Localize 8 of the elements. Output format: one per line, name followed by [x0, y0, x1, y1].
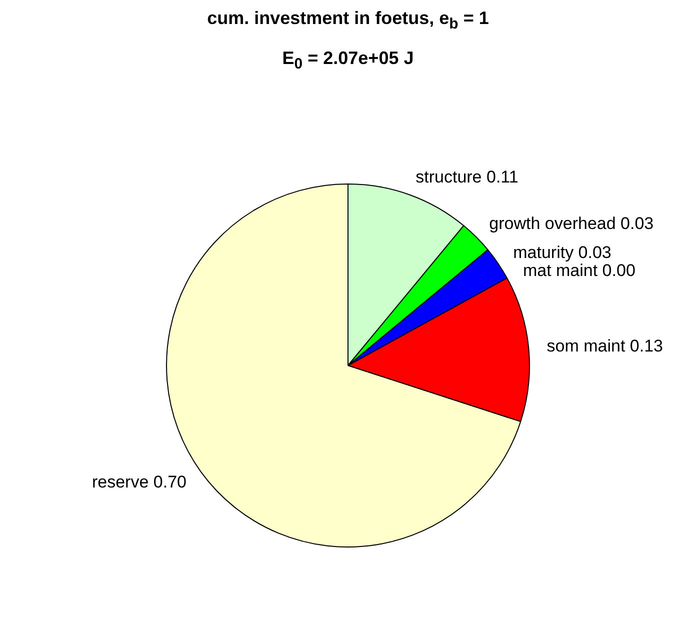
category-label: mat maint 0.00	[522, 260, 636, 280]
chart-title: cum. investment in foetus, e$_{b}$ = 1	[206, 8, 490, 33]
chart-subtitle: E$_{0}$ = 2.07e+05 J	[281, 48, 415, 73]
slice-label: structure 0.11	[416, 167, 518, 186]
slice-label: reserve 0.70	[92, 472, 186, 492]
slice-label: maturity 0.03	[513, 242, 612, 262]
slice-label: som maint 0.13	[546, 336, 663, 356]
slice-label: growth overhead 0.03	[489, 214, 654, 234]
